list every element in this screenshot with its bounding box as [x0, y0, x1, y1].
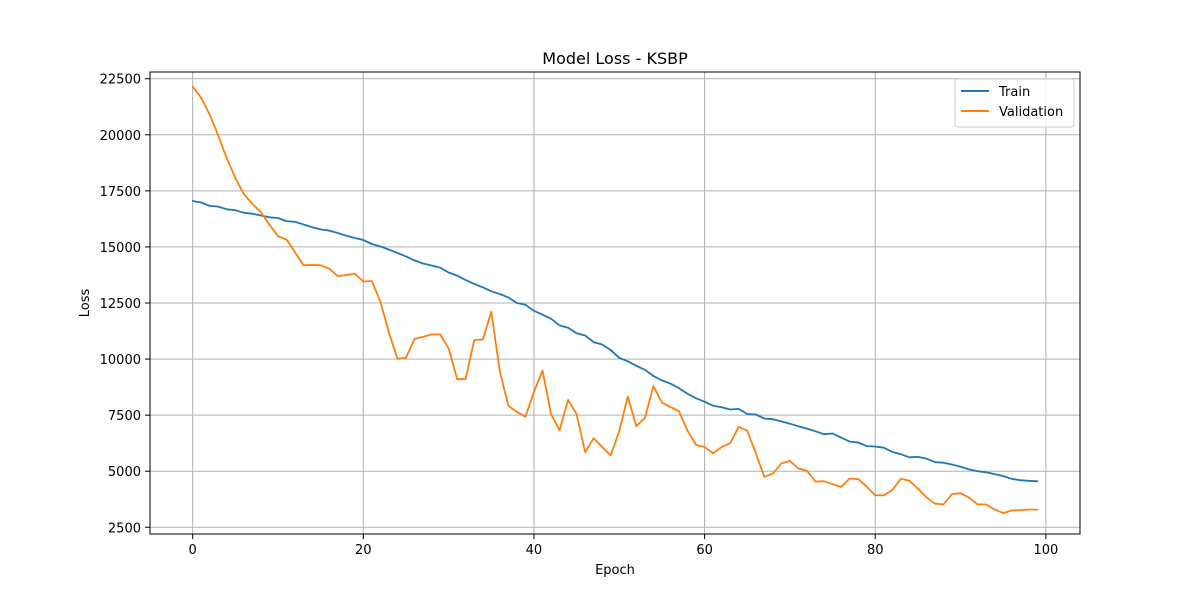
x-tick-label: 100: [1033, 543, 1058, 558]
y-tick-label: 10000: [100, 353, 141, 368]
x-tick-label: 20: [355, 543, 372, 558]
y-tick-label: 17500: [100, 185, 141, 200]
y-tick-label: 20000: [100, 129, 141, 144]
y-tick-label: 5000: [108, 465, 141, 480]
legend: Train Validation: [954, 78, 1075, 128]
x-tick-label: 40: [526, 543, 543, 558]
series-line-validation: [191, 85, 1039, 514]
legend-label-train: Train: [998, 85, 1030, 100]
x-tick-label: 80: [867, 543, 884, 558]
series-line-train: [191, 200, 1039, 483]
y-axis-label: Loss: [78, 289, 93, 318]
chart-title: Model Loss - KSBP: [542, 49, 688, 68]
axis-ticks: 0 20 40 60 80 100 2500 5000 7500 10000 12500 15000 1…: [100, 73, 1059, 558]
series-lines: [191, 85, 1039, 514]
y-tick-label: 12500: [100, 297, 141, 312]
y-tick-label: 22500: [100, 73, 141, 88]
y-tick-label: 2500: [108, 521, 141, 536]
x-tick-label: 60: [696, 543, 713, 558]
y-tick-label: 15000: [100, 241, 141, 256]
legend-label-validation: Validation: [999, 105, 1063, 120]
grid-lines: [150, 72, 1080, 534]
y-tick-label: 7500: [108, 409, 141, 424]
x-axis-label: Epoch: [595, 563, 635, 578]
x-tick-label: 0: [189, 543, 197, 558]
